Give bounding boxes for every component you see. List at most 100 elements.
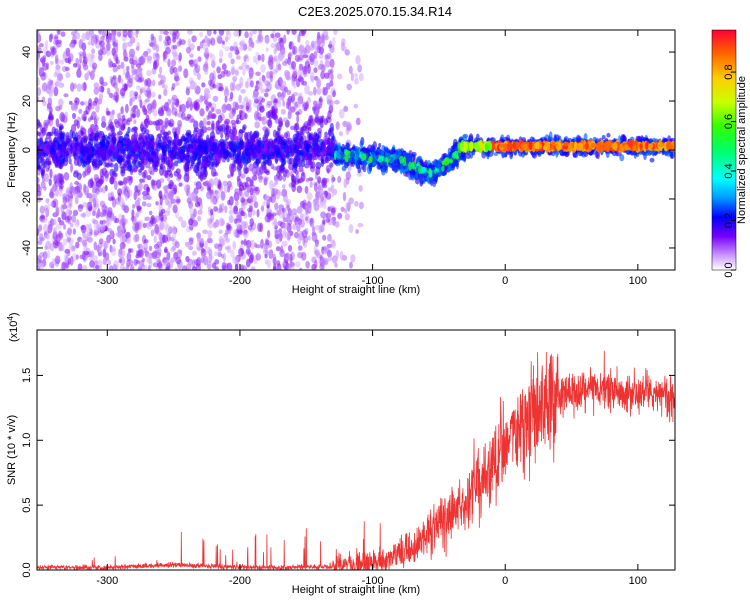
spectrogram-cell xyxy=(295,261,301,268)
spectrogram-cell xyxy=(121,186,126,196)
spectrogram-cell xyxy=(185,173,190,183)
spectrogram-cell xyxy=(214,251,218,256)
spectrogram-cell xyxy=(242,182,247,191)
spectrogram-cell xyxy=(193,120,199,130)
spectrogram-cell xyxy=(207,238,213,244)
spectrogram-cell xyxy=(59,59,65,65)
spectrogram-cell xyxy=(274,148,281,156)
spectrogram-cell xyxy=(314,182,318,192)
spectrogram-cell xyxy=(139,88,143,95)
spectrogram-cell xyxy=(140,153,144,159)
spectrogram-cell xyxy=(240,240,244,245)
spectrogram-cell xyxy=(55,54,59,64)
spectrogram-cell xyxy=(323,245,327,256)
spectrogram-cell xyxy=(93,174,100,181)
spectrogram-cell xyxy=(100,80,104,89)
spectrogram-cell xyxy=(318,46,325,55)
spectrogram-cell xyxy=(342,191,347,202)
spectrogram-cell xyxy=(89,250,95,258)
spectrogram-cell xyxy=(127,117,133,122)
spectrogram-cell xyxy=(107,111,111,116)
spectrogram-cell xyxy=(234,135,240,142)
spectrogram-cell xyxy=(44,40,49,49)
spectrogram-cell xyxy=(55,255,61,264)
spectrogram-cell xyxy=(82,202,88,208)
spectrogram-cell xyxy=(157,138,163,147)
spectrogram-cell xyxy=(205,53,210,60)
spectrogram-cell xyxy=(98,93,104,101)
spectrogram-cell xyxy=(101,208,108,217)
spectrogram-cell xyxy=(266,154,272,161)
spectrogram-cell xyxy=(180,112,186,120)
spectrogram-cell xyxy=(63,263,69,270)
spectrogram-cell xyxy=(285,231,291,240)
spectrogram-cell xyxy=(225,70,231,77)
spectrogram-cell xyxy=(98,238,104,245)
spectrogram-cell xyxy=(82,170,87,178)
spectrogram-cell xyxy=(291,173,295,182)
spectrogram-cell xyxy=(363,148,370,154)
spectrogram-cell xyxy=(50,33,54,40)
spectrogram-cell xyxy=(155,137,159,147)
spectrogram-cell xyxy=(178,182,183,187)
spectrogram-cell xyxy=(37,197,42,203)
spectrogram-cell xyxy=(131,127,135,133)
spectrogram-cell xyxy=(238,104,244,110)
spectrogram-cell xyxy=(275,156,278,165)
spectrogram-cell xyxy=(432,182,436,188)
spectrogram-cell xyxy=(252,93,259,100)
spectrogram-cell xyxy=(65,72,71,79)
spectrogram-cell xyxy=(325,212,332,219)
spectrogram-cell xyxy=(102,30,107,38)
spectrogram-cell xyxy=(53,227,57,237)
spectrogram-cell xyxy=(63,223,66,230)
spectrogram-cell xyxy=(141,257,145,263)
spectrogram-cell xyxy=(244,67,250,72)
spectrogram-cell xyxy=(192,133,198,139)
spectrogram-cell xyxy=(341,38,346,47)
spectrogram-cell xyxy=(199,149,203,156)
spectrogram-cell xyxy=(259,222,264,233)
spectrogram-cell xyxy=(253,201,259,209)
spectrogram-cell xyxy=(368,156,373,163)
spectrogram-cell xyxy=(227,174,232,179)
spectrogram-cell xyxy=(37,119,41,129)
spectrogram-cell xyxy=(173,152,179,160)
spectrogram-cell xyxy=(372,155,377,164)
spectrogram-cell xyxy=(245,152,251,157)
spectrogram-cell xyxy=(255,71,261,77)
spectrogram-cell xyxy=(83,81,87,92)
spectrogram-cell xyxy=(268,61,274,70)
spectrogram-cell xyxy=(165,46,171,55)
spectrogram-cell xyxy=(173,144,177,149)
spectrogram-cell xyxy=(295,139,301,150)
spectrogram-cell xyxy=(325,156,330,164)
spectrogram-cell xyxy=(301,80,308,86)
spectrogram-cell xyxy=(333,30,338,36)
spectrogram-cell xyxy=(215,108,222,115)
spectrogram-cell xyxy=(213,149,217,155)
spectrogram-cell xyxy=(99,40,105,47)
spectrogram-cell xyxy=(221,104,227,113)
spectrogram-cell xyxy=(117,142,122,149)
spectrogram-cell xyxy=(37,31,40,41)
spectrogram-cell xyxy=(265,207,272,214)
spectrogram-cell xyxy=(261,147,268,152)
spectrogram-cell xyxy=(65,131,70,140)
spectrogram-cell xyxy=(171,83,176,90)
spectrogram-cell xyxy=(324,131,328,137)
spectrogram-cell xyxy=(117,180,123,186)
spectrogram-cell xyxy=(111,136,117,145)
spectrogram-cell xyxy=(45,148,50,155)
spectrogram-cell xyxy=(106,210,113,219)
spectrogram-cell xyxy=(179,149,185,154)
spectrogram-cell xyxy=(293,83,297,89)
spectrogram-cell xyxy=(354,146,360,154)
spectrogram-cell xyxy=(180,103,186,113)
spectrogram-cell xyxy=(298,54,304,61)
spectrogram-cell xyxy=(315,190,321,201)
spectrogram-cell xyxy=(151,91,156,98)
spectrogram-cell xyxy=(279,191,284,196)
spectrogram-cell xyxy=(159,30,165,35)
spectrogram-cell xyxy=(308,177,314,182)
